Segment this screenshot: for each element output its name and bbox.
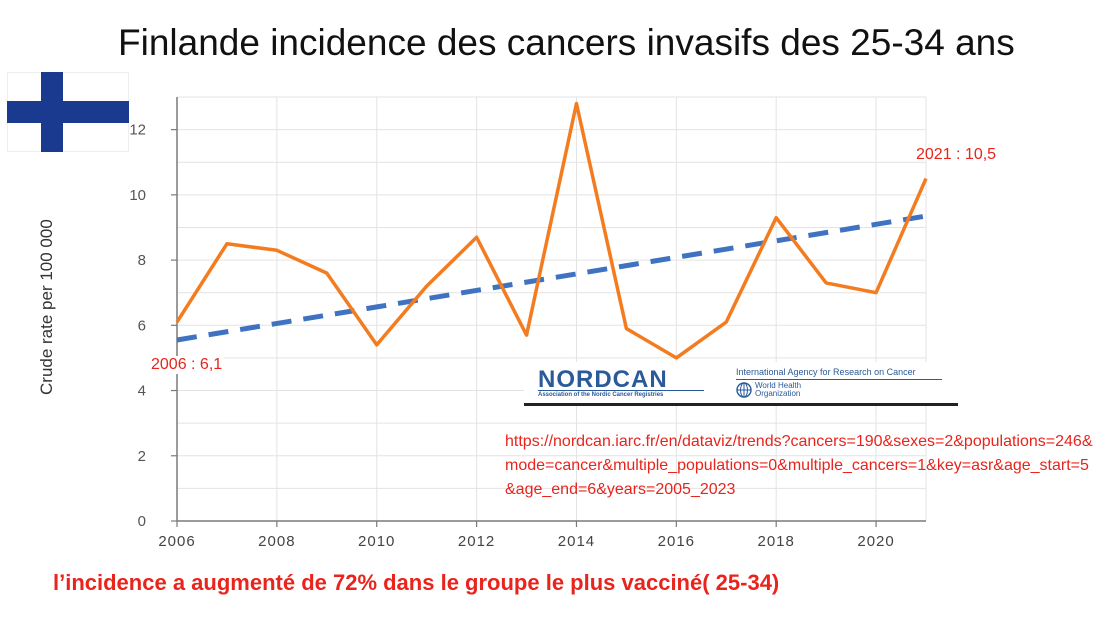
nordcan-logo-text: NORDCAN xyxy=(538,366,668,393)
y-tick-label: 2 xyxy=(138,448,146,465)
x-tick-label: 2016 xyxy=(658,533,695,550)
data-series xyxy=(175,101,928,360)
conclusion-text: l’incidence a augmenté de 72% dans le gr… xyxy=(53,570,780,595)
chart-axes xyxy=(171,97,926,527)
annotation-2006: 2006 : 6,1 xyxy=(149,356,225,374)
trend-line xyxy=(176,213,927,343)
y-tick-label: 4 xyxy=(138,383,146,400)
annotation-2021: 2021 : 10,5 xyxy=(916,146,997,163)
x-tick-label: 2008 xyxy=(258,533,295,550)
y-tick-label: 6 xyxy=(138,317,146,334)
x-tick-label: 2012 xyxy=(458,533,495,550)
tick-labels: 0 2 4 6 8 10 12 2006 2008 2010 2012 2014 2016 2018 202… xyxy=(129,122,894,550)
y-tick-label: 12 xyxy=(129,122,146,139)
trend-line-path xyxy=(176,213,927,343)
y-axis-label: Crude rate per 100 000 xyxy=(37,219,56,395)
who-emblem-icon xyxy=(736,382,752,398)
iarc-text: International Agency for Research on Can… xyxy=(736,367,916,377)
x-tick-label: 2014 xyxy=(558,533,595,550)
iarc-divider xyxy=(736,379,942,380)
finland-flag-icon xyxy=(7,72,129,152)
page-title: Finlande incidence des cancers invasifs … xyxy=(118,22,1015,63)
x-tick-label: 2010 xyxy=(358,533,395,550)
y-tick-label: 10 xyxy=(129,187,146,204)
x-tick-label: 2006 xyxy=(158,533,195,550)
nordcan-logo-banner: NORDCAN Association of the Nordic Cancer… xyxy=(524,362,958,406)
y-tick-label: 8 xyxy=(138,252,146,269)
who-text-line1: World Health xyxy=(755,381,802,390)
series-line xyxy=(175,101,928,360)
nordcan-divider xyxy=(538,390,704,391)
who-text-line2: Organization xyxy=(755,389,801,398)
y-tick-label: 0 xyxy=(138,513,146,530)
x-tick-label: 2018 xyxy=(758,533,795,550)
chart-grid xyxy=(177,96,927,521)
source-url: https://nordcan.iarc.fr/en/dataviz/trend… xyxy=(505,433,1093,498)
x-tick-label: 2020 xyxy=(857,533,894,550)
who-text: World Health Organization xyxy=(755,382,801,398)
nordcan-subtitle: Association of the Nordic Cancer Registr… xyxy=(538,392,664,398)
